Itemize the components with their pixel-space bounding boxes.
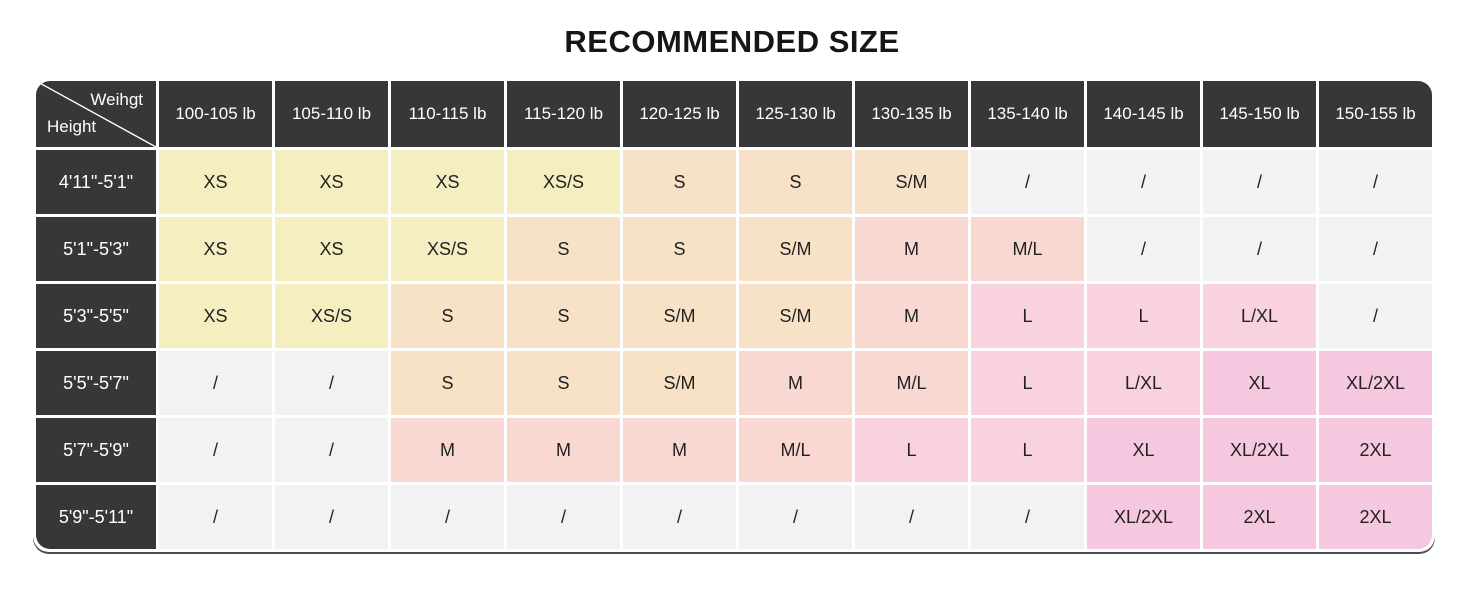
size-cell: S bbox=[507, 351, 620, 415]
size-cell: L bbox=[1087, 284, 1200, 348]
size-cell: S/M bbox=[623, 284, 736, 348]
size-cell: M bbox=[855, 284, 968, 348]
weight-header-cell: 140-145 lb bbox=[1087, 81, 1200, 147]
size-cell-empty: / bbox=[507, 485, 620, 549]
corner-height-label: Height bbox=[47, 117, 97, 136]
weight-header-cell: 130-135 lb bbox=[855, 81, 968, 147]
size-cell-empty: / bbox=[855, 485, 968, 549]
size-cell: XL bbox=[1203, 351, 1316, 415]
size-cell-empty: / bbox=[971, 150, 1084, 214]
size-cell: S bbox=[623, 217, 736, 281]
size-cell: M/L bbox=[971, 217, 1084, 281]
size-cell: M bbox=[739, 351, 852, 415]
table-row: 5'9"-5'11" / / / / / / / / XL/2XL 2XL 2XL bbox=[36, 485, 1432, 549]
size-cell: L/XL bbox=[1203, 284, 1316, 348]
size-cell: XS bbox=[391, 150, 504, 214]
weight-header-cell: 145-150 lb bbox=[1203, 81, 1316, 147]
size-cell: M/L bbox=[855, 351, 968, 415]
size-cell: S bbox=[739, 150, 852, 214]
size-cell: S bbox=[507, 284, 620, 348]
size-cell: S/M bbox=[623, 351, 736, 415]
weight-header-cell: 110-115 lb bbox=[391, 81, 504, 147]
corner-weight-label: Weihgt bbox=[90, 90, 143, 109]
weight-header-cell: 120-125 lb bbox=[623, 81, 736, 147]
size-cell: M bbox=[507, 418, 620, 482]
size-cell-empty: / bbox=[1087, 217, 1200, 281]
size-cell-empty: / bbox=[739, 485, 852, 549]
size-table: Weihgt Height 100-105 lb 105-110 lb 110-11… bbox=[33, 78, 1435, 552]
size-cell-empty: / bbox=[159, 351, 272, 415]
weight-header-cell: 105-110 lb bbox=[275, 81, 388, 147]
size-chart: Weihgt Height 100-105 lb 105-110 lb 110-11… bbox=[33, 78, 1435, 552]
size-cell: XS bbox=[275, 217, 388, 281]
height-cell: 5'3"-5'5" bbox=[36, 284, 156, 348]
size-cell: M bbox=[391, 418, 504, 482]
size-cell: XS bbox=[159, 284, 272, 348]
size-cell: 2XL bbox=[1319, 418, 1432, 482]
size-cell: L bbox=[971, 418, 1084, 482]
height-cell: 5'1"-5'3" bbox=[36, 217, 156, 281]
size-cell: S/M bbox=[739, 217, 852, 281]
size-cell: S bbox=[391, 351, 504, 415]
size-cell: S/M bbox=[739, 284, 852, 348]
page-title: RECOMMENDED SIZE bbox=[564, 24, 900, 59]
size-cell: 2XL bbox=[1203, 485, 1316, 549]
weight-header-cell: 125-130 lb bbox=[739, 81, 852, 147]
size-cell: L bbox=[855, 418, 968, 482]
height-cell: 4'11"-5'1" bbox=[36, 150, 156, 214]
weight-header-cell: 100-105 lb bbox=[159, 81, 272, 147]
table-row: 5'3"-5'5" XS XS/S S S S/M S/M M L L L/XL / bbox=[36, 284, 1432, 348]
size-cell-empty: / bbox=[275, 485, 388, 549]
size-cell-empty: / bbox=[1319, 284, 1432, 348]
size-cell: XL/2XL bbox=[1319, 351, 1432, 415]
size-cell-empty: / bbox=[1319, 217, 1432, 281]
size-cell: XL bbox=[1087, 418, 1200, 482]
size-cell: L/XL bbox=[1087, 351, 1200, 415]
size-cell: S/M bbox=[855, 150, 968, 214]
diagonal-line-icon bbox=[36, 81, 156, 147]
size-cell: XL/2XL bbox=[1087, 485, 1200, 549]
table-row: 5'5"-5'7" / / S S S/M M M/L L L/XL XL XL/2XL bbox=[36, 351, 1432, 415]
size-cell: S bbox=[391, 284, 504, 348]
size-cell: S bbox=[623, 150, 736, 214]
weight-header-cell: 150-155 lb bbox=[1319, 81, 1432, 147]
size-cell-empty: / bbox=[391, 485, 504, 549]
height-cell: 5'5"-5'7" bbox=[36, 351, 156, 415]
size-cell: L bbox=[971, 351, 1084, 415]
size-table-body: 4'11"-5'1" XS XS XS XS/S S S S/M / / //5'1"-5'3" XS… bbox=[36, 150, 1432, 549]
size-cell: XS bbox=[275, 150, 388, 214]
size-cell-empty: / bbox=[623, 485, 736, 549]
table-row: 4'11"-5'1" XS XS XS XS/S S S S/M / / / / bbox=[36, 150, 1432, 214]
size-cell-empty: / bbox=[1319, 150, 1432, 214]
weight-header-cell: 135-140 lb bbox=[971, 81, 1084, 147]
size-cell-empty: / bbox=[159, 418, 272, 482]
size-cell: M/L bbox=[739, 418, 852, 482]
size-cell-empty: / bbox=[275, 418, 388, 482]
size-cell: XS bbox=[159, 217, 272, 281]
height-cell: 5'7"-5'9" bbox=[36, 418, 156, 482]
size-cell: XS/S bbox=[275, 284, 388, 348]
size-cell: L bbox=[971, 284, 1084, 348]
size-cell-empty: / bbox=[971, 485, 1084, 549]
height-cell: 5'9"-5'11" bbox=[36, 485, 156, 549]
size-cell-empty: / bbox=[1203, 217, 1316, 281]
size-cell: XS bbox=[159, 150, 272, 214]
header-row: Weihgt Height 100-105 lb 105-110 lb 110-11… bbox=[36, 81, 1432, 147]
size-cell: 2XL bbox=[1319, 485, 1432, 549]
size-cell: XS/S bbox=[507, 150, 620, 214]
size-cell-empty: / bbox=[275, 351, 388, 415]
size-cell: S bbox=[507, 217, 620, 281]
table-row: 5'1"-5'3" XS XS XS/S S S S/M M M/L / / / bbox=[36, 217, 1432, 281]
table-row: 5'7"-5'9" / / M M M M/L L L XL XL/2XL 2XL bbox=[36, 418, 1432, 482]
weight-header-cell: 115-120 lb bbox=[507, 81, 620, 147]
size-cell: M bbox=[855, 217, 968, 281]
size-cell: M bbox=[623, 418, 736, 482]
size-cell-empty: / bbox=[1087, 150, 1200, 214]
corner-cell: Weihgt Height bbox=[36, 81, 156, 147]
size-cell-empty: / bbox=[159, 485, 272, 549]
size-cell: XS/S bbox=[391, 217, 504, 281]
size-cell-empty: / bbox=[1203, 150, 1316, 214]
size-cell: XL/2XL bbox=[1203, 418, 1316, 482]
